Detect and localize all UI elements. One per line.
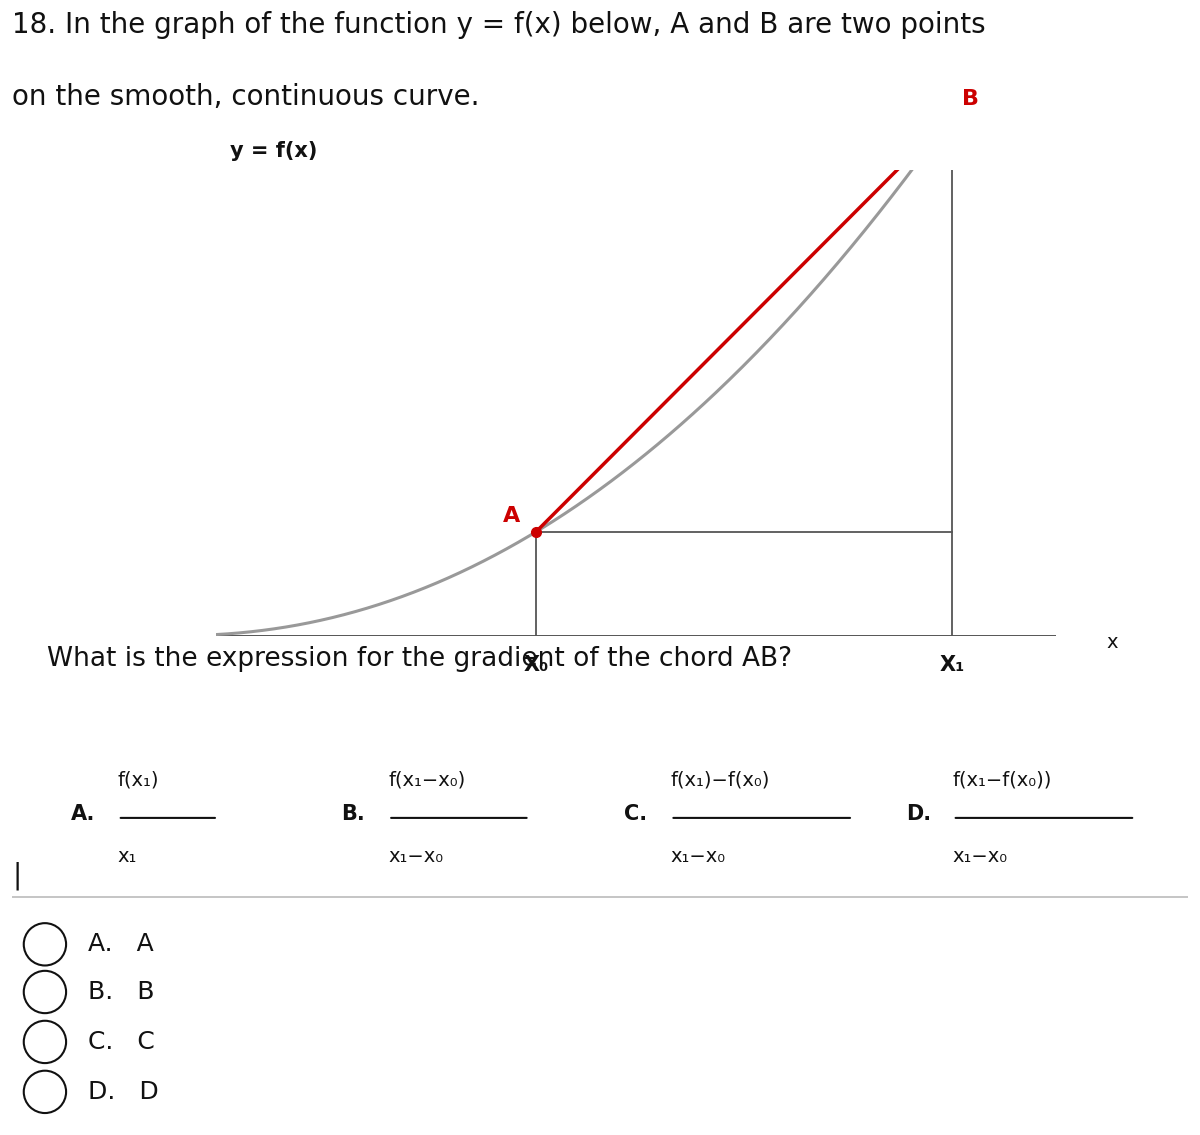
Text: C.: C. — [624, 805, 647, 824]
Text: X₀: X₀ — [523, 655, 548, 675]
Text: x₁−x₀: x₁−x₀ — [953, 848, 1008, 866]
Text: x₁−x₀: x₁−x₀ — [389, 848, 444, 866]
Text: f(x₁−x₀): f(x₁−x₀) — [389, 771, 466, 790]
Text: D.: D. — [906, 805, 931, 824]
Text: A: A — [503, 506, 520, 526]
Text: f(x₁)−f(x₀): f(x₁)−f(x₀) — [671, 771, 770, 790]
Text: B: B — [961, 90, 978, 109]
Text: A.: A. — [71, 805, 95, 824]
Text: x: x — [1106, 633, 1118, 653]
Text: f(x₁): f(x₁) — [118, 771, 160, 790]
Text: X₁: X₁ — [940, 655, 965, 675]
Text: C.   C: C. C — [89, 1029, 155, 1054]
Text: B.: B. — [341, 805, 365, 824]
Text: A.   A: A. A — [89, 932, 154, 957]
Text: B.   B: B. B — [89, 980, 155, 1004]
Text: |: | — [12, 861, 22, 890]
Text: 18. In the graph of the function y = f(x) below, A and B are two points: 18. In the graph of the function y = f(x… — [12, 11, 985, 40]
Text: x₁−x₀: x₁−x₀ — [671, 848, 726, 866]
Text: D.   D: D. D — [89, 1079, 160, 1104]
Text: What is the expression for the gradient of the chord AB?: What is the expression for the gradient … — [47, 647, 792, 672]
Text: f(x₁−f(x₀)): f(x₁−f(x₀)) — [953, 771, 1052, 790]
Text: y = f(x): y = f(x) — [230, 141, 318, 161]
Text: x₁: x₁ — [118, 848, 137, 866]
Text: on the smooth, continuous curve.: on the smooth, continuous curve. — [12, 83, 480, 111]
